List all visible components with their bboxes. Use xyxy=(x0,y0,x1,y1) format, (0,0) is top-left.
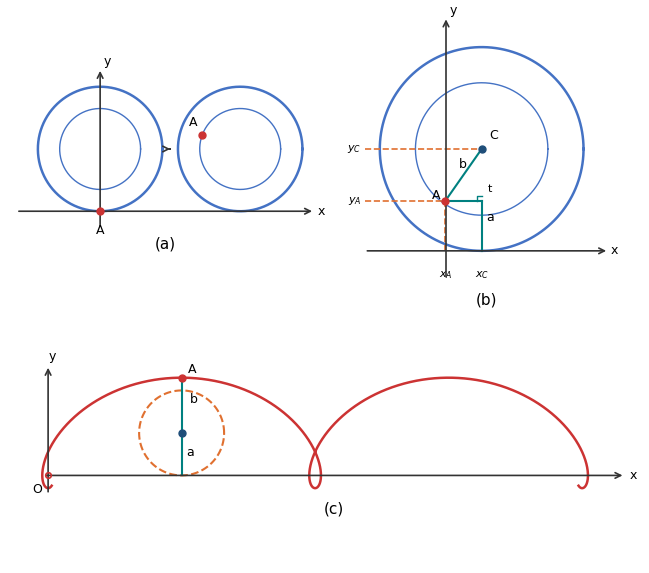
Text: y: y xyxy=(49,350,56,363)
Text: x: x xyxy=(318,205,325,218)
Text: A: A xyxy=(188,363,197,376)
Text: A: A xyxy=(432,189,441,202)
Text: b: b xyxy=(458,158,467,171)
Text: a: a xyxy=(187,446,195,460)
Text: $x_C$: $x_C$ xyxy=(474,269,489,281)
Text: y: y xyxy=(104,55,111,68)
Text: A: A xyxy=(189,116,197,129)
Text: (a): (a) xyxy=(155,237,176,252)
Text: y: y xyxy=(450,3,458,17)
Text: x: x xyxy=(630,469,637,482)
Text: C: C xyxy=(489,129,498,142)
Text: $y_A$: $y_A$ xyxy=(348,195,361,207)
Text: A: A xyxy=(96,223,104,237)
Text: b: b xyxy=(190,393,198,406)
Text: x: x xyxy=(611,244,618,257)
Text: a: a xyxy=(487,211,495,223)
Text: (c): (c) xyxy=(324,501,345,517)
Text: (b): (b) xyxy=(476,292,498,307)
Text: $y_C$: $y_C$ xyxy=(347,143,361,155)
Text: t: t xyxy=(488,183,492,194)
Text: $x_A$: $x_A$ xyxy=(439,269,452,281)
Text: O: O xyxy=(32,483,42,496)
